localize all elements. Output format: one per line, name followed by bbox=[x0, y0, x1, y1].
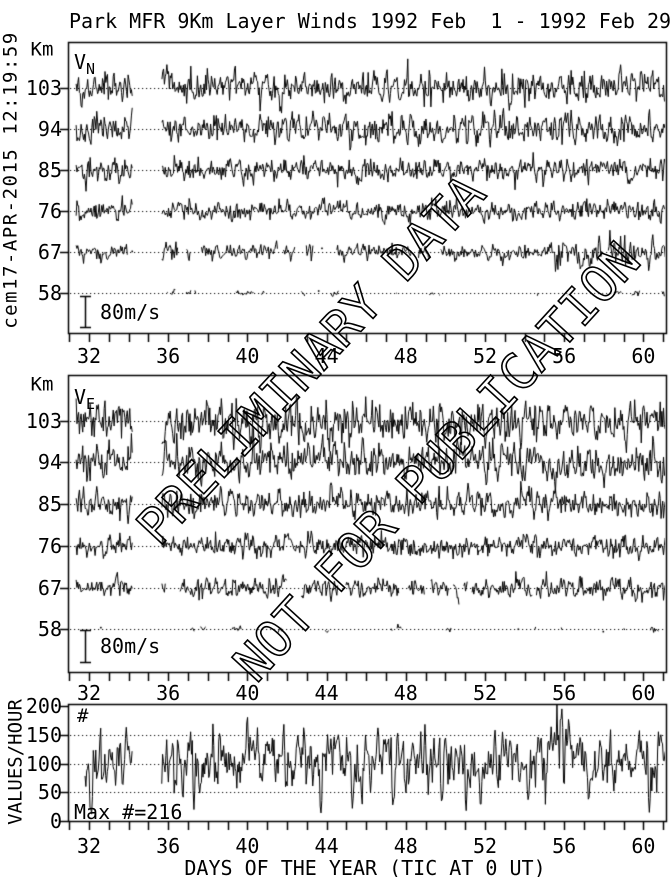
x-tick-label: 36 bbox=[156, 834, 181, 858]
vn-panel-area bbox=[68, 42, 666, 333]
vn-curve-label-sub: N bbox=[86, 60, 96, 78]
ve-y-tick-label: 76 bbox=[37, 534, 62, 558]
ve-scale-bar-label: 80m/s bbox=[100, 634, 161, 658]
vn-curve-label-main: V bbox=[74, 50, 87, 74]
counts-corner-label: # bbox=[77, 705, 89, 727]
ve-y-tick-label: 85 bbox=[37, 492, 62, 516]
x-tick-label: 52 bbox=[472, 344, 498, 368]
vn-km-unit-label: Km bbox=[30, 38, 54, 61]
ve-panel-area bbox=[68, 375, 666, 672]
x-tick-label: 36 bbox=[156, 344, 181, 368]
x-tick-label: 44 bbox=[314, 834, 339, 858]
counts-y-tick-label: 150 bbox=[25, 722, 62, 747]
counts-y-tick-label: 100 bbox=[25, 751, 62, 776]
counts-y-tick-label: 200 bbox=[25, 694, 62, 718]
ve-y-tick-label: 103 bbox=[25, 409, 62, 433]
x-tick-label: 60 bbox=[631, 344, 656, 368]
x-tick-label: 32 bbox=[76, 834, 102, 858]
x-tick-label: 48 bbox=[393, 834, 418, 858]
x-tick-label: 52 bbox=[472, 834, 498, 858]
x-tick-label: 56 bbox=[552, 344, 577, 368]
vn-y-tick-label: 94 bbox=[37, 117, 62, 141]
vn-y-tick-label: 76 bbox=[37, 199, 62, 223]
x-axis-title: DAYS OF THE YEAR (TIC AT 0 UT) bbox=[184, 856, 546, 877]
x-tick-label: 44 bbox=[314, 344, 339, 368]
side-timestamp: cem17-APR-2015 12:19:59 bbox=[0, 31, 22, 329]
ve-curve-label-main: V bbox=[74, 385, 87, 409]
vn-y-tick-label: 103 bbox=[25, 76, 62, 100]
x-tick-label: 56 bbox=[552, 834, 577, 858]
counts-y-tick-label: 50 bbox=[37, 780, 62, 805]
x-tick-label: 48 bbox=[393, 344, 418, 368]
x-tick-label: 40 bbox=[235, 344, 260, 368]
x-tick-label: 40 bbox=[235, 681, 260, 705]
x-tick-label: 40 bbox=[235, 834, 260, 858]
ve-y-tick-label: 58 bbox=[37, 617, 62, 641]
ve-curve-label: VE bbox=[74, 387, 95, 412]
counts-y-tick-label: 0 bbox=[49, 809, 62, 833]
ve-curve-label-sub: E bbox=[86, 395, 96, 413]
x-tick-label: 44 bbox=[314, 681, 339, 705]
vn-y-tick-label: 67 bbox=[37, 240, 62, 264]
vn-curve-label: VN bbox=[74, 52, 95, 77]
ve-y-tick-label: 67 bbox=[37, 576, 62, 600]
x-tick-label: 32 bbox=[76, 344, 102, 368]
counts-y-axis-title: VALUES/HOUR bbox=[4, 699, 27, 825]
x-tick-label: 32 bbox=[76, 681, 102, 705]
x-tick-label: 36 bbox=[156, 681, 181, 705]
counts-max-label: Max #=216 bbox=[74, 800, 183, 824]
x-tick-label: 56 bbox=[552, 681, 577, 705]
ve-y-tick-label: 94 bbox=[37, 450, 62, 474]
ve-km-unit-label: Km bbox=[30, 373, 54, 396]
x-tick-label: 48 bbox=[393, 681, 418, 705]
vn-y-tick-label: 58 bbox=[37, 281, 62, 305]
vn-y-tick-label: 85 bbox=[37, 158, 62, 182]
vn-scale-bar-label: 80m/s bbox=[100, 300, 161, 324]
x-tick-label: 52 bbox=[472, 681, 498, 705]
x-tick-label: 60 bbox=[631, 834, 656, 858]
figure-title: Park MFR 9Km Layer Winds 1992 Feb 1 - 19… bbox=[68, 9, 672, 33]
x-tick-label: 60 bbox=[631, 681, 656, 705]
